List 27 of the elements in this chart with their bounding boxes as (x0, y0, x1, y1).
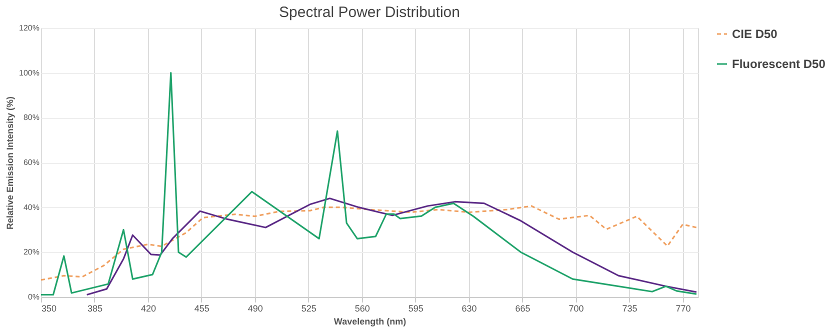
y-tick-label: 20% (23, 248, 40, 257)
x-tick-label: 595 (408, 304, 424, 314)
x-tick-label: 490 (248, 304, 263, 314)
chart-title: Spectral Power Distribution (279, 4, 460, 21)
y-tick-label: 80% (23, 113, 40, 122)
x-tick-label: 455 (194, 304, 210, 314)
x-tick-label: 350 (42, 304, 57, 314)
x-tick-label: 700 (568, 304, 584, 314)
x-tick-label: 420 (140, 304, 156, 314)
x-tick-label: 770 (676, 304, 691, 314)
line-series (86, 198, 698, 296)
x-tick-label: 665 (515, 304, 530, 314)
x-tick-label: 560 (354, 304, 370, 314)
y-tick-label: 60% (23, 158, 40, 167)
y-tick-label: 120% (19, 24, 40, 32)
legend-label: Fluorescent D50 (732, 57, 826, 71)
y-axis-title: Relative Emission Intensity (%) (5, 96, 16, 230)
line-series (40, 205, 698, 281)
y-tick-label: 0% (28, 292, 40, 302)
y-tick-label: 40% (23, 202, 40, 212)
x-tick-label: 630 (462, 304, 477, 314)
x-axis-title: Wavelength (nm) (334, 316, 406, 326)
x-tick-label: 525 (301, 304, 316, 314)
x-tick-label: 385 (87, 304, 102, 314)
legend-label: CIE D50 (732, 27, 778, 41)
y-tick-label: 100% (19, 68, 40, 78)
x-tick-label: 735 (622, 304, 638, 314)
